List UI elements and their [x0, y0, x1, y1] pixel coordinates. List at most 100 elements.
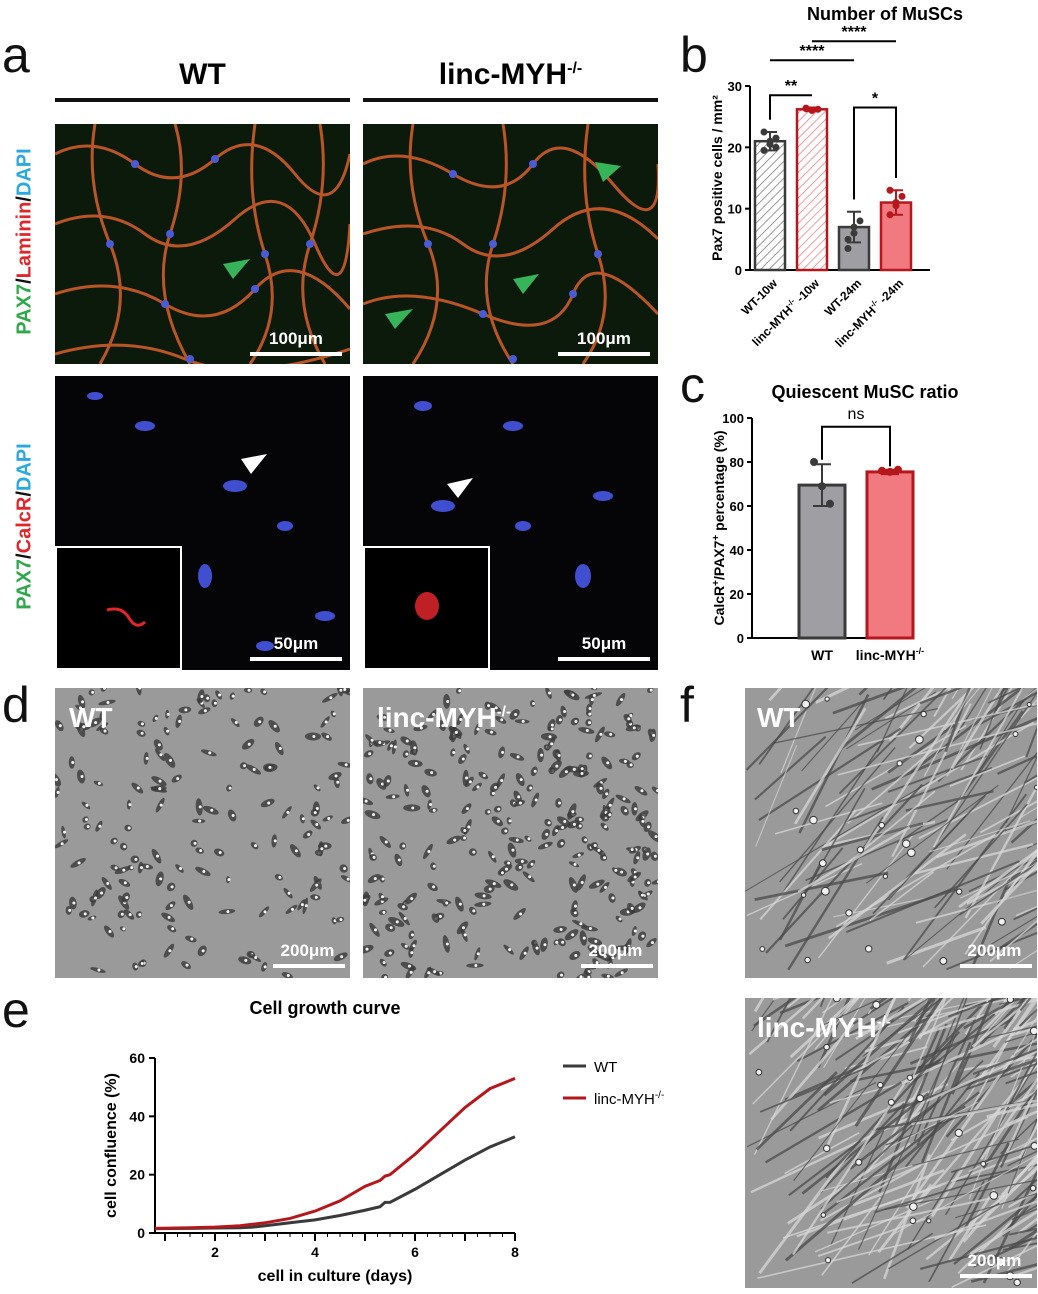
myotube: [1019, 998, 1032, 1012]
cell-highlight: [510, 883, 514, 887]
cell-highlight: [458, 689, 462, 693]
myotube: [997, 754, 1037, 775]
stain-sep: /: [13, 278, 36, 284]
cell-highlight: [516, 755, 520, 759]
cell-highlight: [609, 732, 613, 736]
cell-highlight: [466, 747, 470, 751]
round-cell: [801, 699, 811, 709]
cell-highlight: [193, 841, 197, 845]
cell-highlight: [520, 859, 524, 863]
cell-highlight: [382, 961, 386, 965]
cell-highlight: [404, 944, 408, 948]
cell-highlight: [414, 761, 418, 765]
cell-highlight: [286, 810, 290, 814]
cell-highlight: [85, 803, 89, 807]
round-cell: [907, 848, 916, 857]
round-cell: [1006, 998, 1015, 1004]
cell-highlight: [508, 819, 512, 823]
myotube: [788, 1140, 861, 1197]
cell-highlight: [80, 775, 84, 779]
cell-highlight: [157, 743, 161, 747]
cell-highlight: [540, 753, 544, 757]
cell-highlight: [372, 813, 376, 817]
stain-pax7: PAX7: [13, 283, 36, 335]
myotube: [872, 794, 986, 915]
cell-highlight: [487, 810, 491, 814]
myotube: [945, 998, 965, 1041]
cell-highlight: [86, 825, 90, 829]
myotube: [817, 1217, 927, 1258]
cell-highlight: [623, 946, 627, 950]
cell-highlight: [286, 973, 290, 977]
cell-highlight: [113, 839, 117, 843]
micrograph-wt-laminin: 100μm: [55, 124, 350, 364]
y-tick-label: 40: [730, 543, 744, 558]
myotube: [759, 1066, 869, 1113]
myotube: [966, 1062, 1037, 1091]
cell-highlight: [548, 735, 552, 739]
round-cell: [878, 821, 886, 829]
round-cell: [1029, 1185, 1037, 1192]
cell-highlight: [405, 739, 409, 743]
cell-highlight: [397, 858, 401, 862]
cell-highlight: [206, 696, 210, 700]
cell-highlight: [395, 920, 399, 924]
column-header-wt-text: WT: [179, 58, 226, 91]
myotube: [901, 1018, 1037, 1084]
cell-highlight: [185, 963, 189, 967]
cell-highlight: [604, 825, 608, 829]
legend-label: linc-MYH-/-: [594, 1090, 664, 1108]
cell-highlight: [429, 803, 433, 807]
scale-bar: [960, 1274, 1032, 1278]
y-tick-label: 60: [129, 1050, 145, 1066]
cell-highlight: [574, 954, 578, 958]
cell-highlight: [145, 864, 149, 868]
cell-highlight: [123, 881, 127, 885]
cell-highlight: [490, 730, 494, 734]
cell-highlight: [599, 732, 603, 736]
myotube: [821, 998, 845, 1014]
cell-highlight: [580, 767, 584, 771]
myotube: [866, 1100, 925, 1174]
round-cell: [896, 760, 903, 767]
cell-highlight: [343, 688, 347, 691]
cell-highlight: [636, 856, 640, 860]
cell-highlight: [592, 694, 596, 698]
myotube: [989, 920, 1037, 963]
cell-highlight: [571, 810, 575, 814]
legend-label: WT: [594, 1059, 617, 1076]
myotube: [779, 747, 896, 883]
myotube: [828, 833, 967, 940]
cell-highlight: [654, 835, 658, 839]
column-header-ko-text: linc-MYH: [438, 58, 568, 91]
myotube: [841, 790, 936, 868]
cell-highlight: [494, 785, 498, 789]
cell-highlight: [518, 865, 522, 869]
myotube: [971, 998, 1035, 1048]
cell-highlight: [640, 893, 644, 897]
cell-highlight: [316, 786, 320, 790]
myotube: [832, 688, 906, 715]
round-cell: [877, 1081, 884, 1089]
myotube: [978, 1165, 1037, 1225]
cell-highlight: [324, 844, 328, 848]
myotube: [1004, 1015, 1037, 1071]
cell: [337, 761, 350, 768]
cell-highlight: [656, 880, 658, 884]
cell: [363, 944, 374, 954]
cell-highlight: [140, 731, 144, 735]
cell-highlight: [72, 901, 76, 905]
myotube: [922, 1049, 1037, 1104]
data-point: [766, 137, 774, 145]
cell-highlight: [210, 808, 214, 812]
myotube: [1006, 1083, 1037, 1153]
significance-label: **: [785, 78, 798, 95]
scale-bar: [250, 352, 342, 356]
cell-highlight: [476, 952, 480, 956]
myotube: [753, 998, 765, 1013]
cell-highlight: [154, 716, 158, 720]
cell-highlight: [243, 764, 247, 768]
cell-highlight: [176, 777, 180, 781]
y-tick-label: 0: [137, 1225, 145, 1241]
panel-label-b: b: [680, 27, 708, 83]
